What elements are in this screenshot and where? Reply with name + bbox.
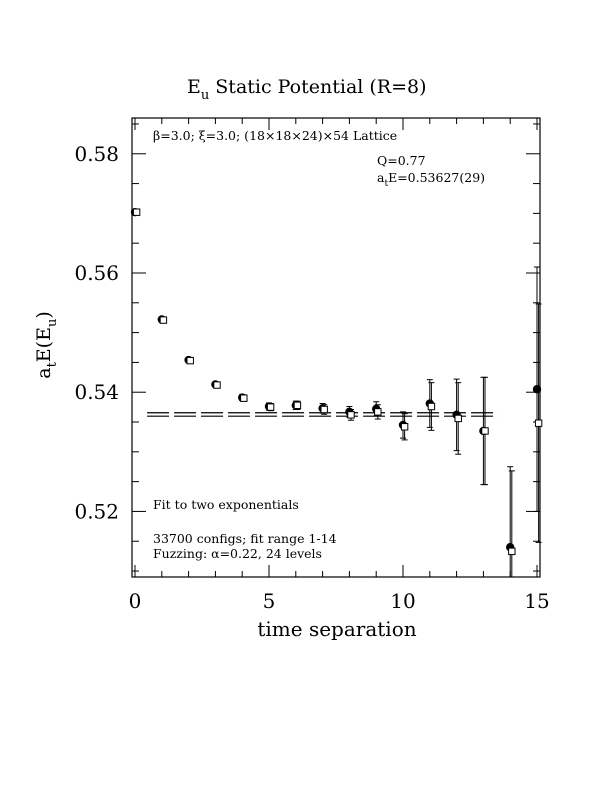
data-point-square [320, 405, 328, 414]
data-point-square [293, 401, 302, 410]
configs-annotation: 33700 configs; fit range 1-14 [153, 531, 337, 546]
data-point-square [213, 381, 221, 389]
x-axis-label: time separation [257, 617, 416, 641]
data-point-square [508, 547, 516, 556]
chart-title: Eu Static Potential (R=8) [187, 76, 427, 103]
x-tick-label: 15 [524, 589, 549, 613]
data-point-square [454, 414, 462, 423]
data-point-square [400, 423, 409, 431]
data-point-square [159, 316, 168, 324]
data-point-square [240, 394, 248, 402]
data-point-square [374, 408, 382, 416]
data-point-square [132, 208, 141, 216]
data-point-square [534, 419, 543, 427]
axis-ticks: 0 5 10 15 0.52 0.54 0.56 0.58 [74, 118, 550, 613]
data-point-circle [532, 385, 542, 394]
data-points [130, 207, 543, 578]
data-point-square [186, 356, 194, 365]
q-value-annotation: Q=0.77 [377, 153, 426, 168]
lattice-annotation: β=3.0; ξ=3.0; (18×18×24)×54 Lattice [153, 128, 397, 143]
y-tick-label: 0.52 [74, 499, 119, 523]
data-point-square [427, 402, 436, 411]
data-point-square [347, 411, 355, 419]
fuzzing-annotation: Fuzzing: α=0.22, 24 levels [153, 546, 322, 561]
energy-annotation: atE=0.53627(29) [377, 170, 485, 189]
y-tick-label: 0.58 [74, 142, 119, 166]
plot-frame [131, 117, 541, 578]
x-tick-label: 0 [129, 589, 142, 613]
x-tick-label: 5 [263, 589, 276, 613]
data-point-square [481, 427, 489, 435]
y-axis-label: atE(Eu) [33, 311, 60, 379]
x-tick-label: 10 [390, 589, 415, 613]
y-tick-label: 0.54 [74, 380, 119, 404]
y-tick-label: 0.56 [74, 261, 119, 285]
data-point-square [266, 403, 275, 411]
fit-label: Fit to two exponentials [153, 497, 299, 512]
